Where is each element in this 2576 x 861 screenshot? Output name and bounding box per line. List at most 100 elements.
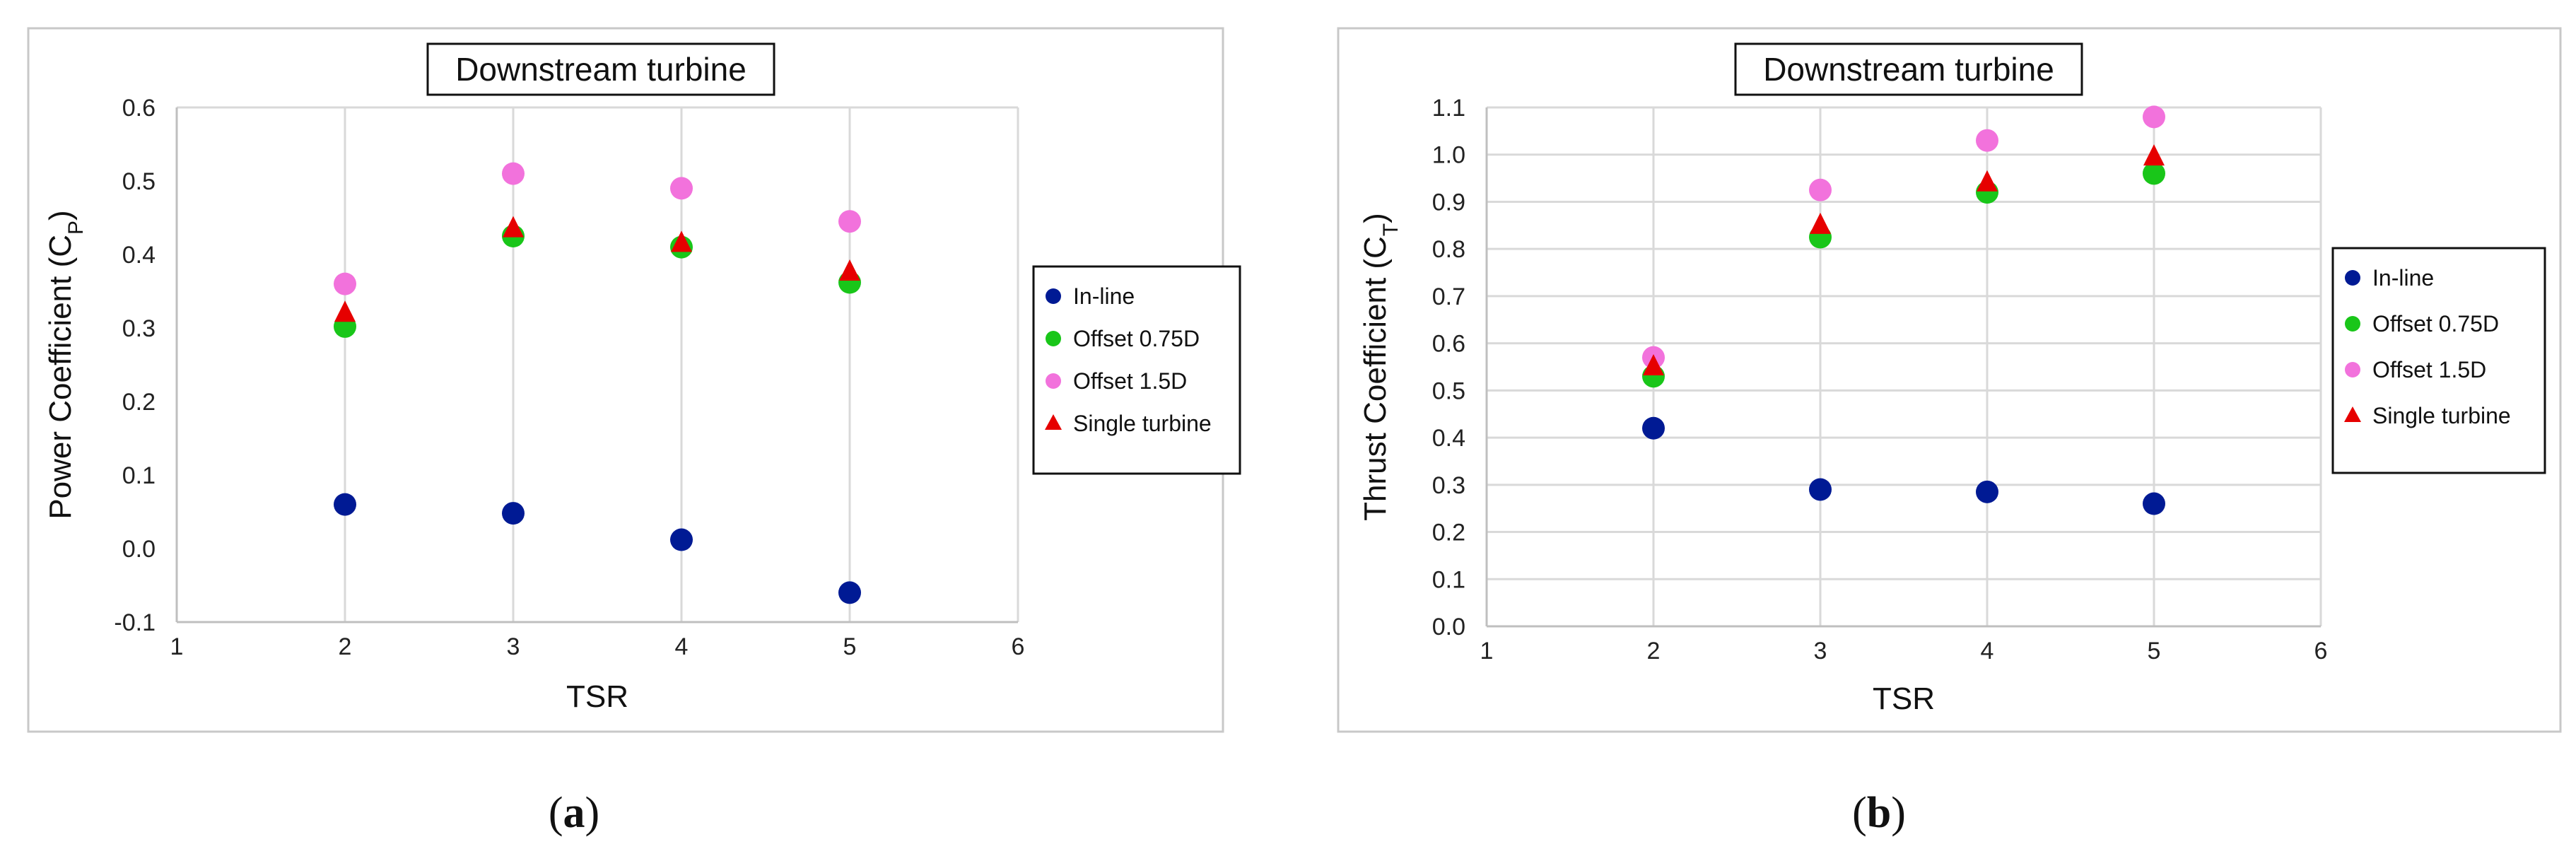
data-point-triangle xyxy=(671,230,692,252)
legend-label: Offset 1.5D xyxy=(1073,368,1187,394)
legend-marker-triangle xyxy=(2344,406,2361,422)
legend-box xyxy=(2331,247,2546,474)
x-tick-label: 3 xyxy=(507,633,520,660)
y-axis-label-text: Thrust Coefficient (C xyxy=(1358,236,1393,521)
y-tick-label: 0.0 xyxy=(122,536,156,563)
panel-caption-open: ( xyxy=(549,789,563,837)
x-tick-label: 5 xyxy=(843,633,857,660)
y-tick-label: 0.3 xyxy=(1432,472,1465,499)
panel-caption-close: ) xyxy=(1891,789,1906,837)
x-tick-label: 4 xyxy=(675,633,689,660)
series-single-turbine xyxy=(1643,144,2165,375)
data-point xyxy=(1809,478,1832,501)
data-point xyxy=(502,162,525,185)
legend-label: Single turbine xyxy=(2372,403,2511,428)
y-axis-label: Power Coefficient (CP) xyxy=(43,210,88,519)
legend-marker xyxy=(2345,316,2360,332)
series-offset-1-5d xyxy=(1642,105,2165,369)
y-tick-label: 0.2 xyxy=(122,389,156,416)
data-point xyxy=(2143,492,2165,515)
y-tick-label: 0.5 xyxy=(122,168,156,195)
legend: In-line Offset 0.75D Offset 1.5D Single tur… xyxy=(2331,247,2546,474)
legend-marker-triangle xyxy=(1045,414,1062,430)
y-axis-label-close: ) xyxy=(43,210,78,221)
panel-caption-open: ( xyxy=(1852,789,1867,837)
data-point-triangle xyxy=(1810,212,1831,234)
chart-frame xyxy=(27,27,1224,733)
data-point xyxy=(2143,162,2165,185)
data-point xyxy=(1976,480,1998,503)
panel-caption-close: ) xyxy=(585,789,600,837)
x-tick-label: 6 xyxy=(2314,638,2328,664)
y-tick-label: 0.5 xyxy=(1432,377,1465,404)
y-axis-label-subscript: T xyxy=(1379,223,1403,236)
data-point xyxy=(670,528,693,551)
data-point xyxy=(838,210,861,233)
data-point xyxy=(502,502,525,525)
data-point-triangle xyxy=(1977,170,1998,192)
chart-title-box xyxy=(426,42,775,96)
y-tick-label: 0.6 xyxy=(1432,331,1465,358)
x-tick-label: 2 xyxy=(339,633,352,660)
panel-caption-letter: b xyxy=(1867,789,1891,837)
data-point xyxy=(670,177,693,200)
data-point xyxy=(1976,129,1998,152)
data-point xyxy=(2143,105,2165,129)
x-tick-label: 1 xyxy=(170,633,184,660)
y-tick-label: 0.9 xyxy=(1432,189,1465,216)
legend-marker xyxy=(2345,270,2360,286)
y-tick-label: 0.8 xyxy=(1432,236,1465,263)
y-tick-label: 0.0 xyxy=(1432,614,1465,640)
legend-label: Single turbine xyxy=(1073,411,1212,436)
data-point-triangle xyxy=(2143,144,2165,166)
panel-caption-letter: a xyxy=(563,789,585,837)
x-tick-label: 2 xyxy=(1647,638,1661,664)
x-tick-label: 6 xyxy=(1012,633,1025,660)
data-point-triangle xyxy=(839,259,860,281)
y-tick-label: 0.3 xyxy=(122,315,156,342)
panel-caption: (b) xyxy=(1852,789,1906,837)
y-tick-label: -0.1 xyxy=(114,609,156,636)
x-tick-label: 1 xyxy=(1480,638,1494,664)
x-axis-label: TSR xyxy=(566,679,628,714)
chart-panel-a: 1 2 3 4 5 6 -0.1 0.0 0.1 0.2 0.3 0.4 0.5 0.6 TSR Power … xyxy=(27,27,1241,837)
legend: In-line Offset 0.75D Offset 1.5D Single tur… xyxy=(1032,265,1241,475)
x-tick-label: 3 xyxy=(1814,638,1827,664)
y-tick-label: 0.4 xyxy=(1432,425,1465,452)
data-point xyxy=(838,581,861,604)
chart-title: Downstream turbine xyxy=(1763,51,2054,88)
series-in-line xyxy=(1642,416,2165,515)
y-axis-label-subscript: P xyxy=(64,221,88,235)
y-tick-label: 1.0 xyxy=(1432,142,1465,169)
chart-title: Downstream turbine xyxy=(455,51,747,88)
y-tick-label: 0.1 xyxy=(122,462,156,489)
y-tick-label: 0.6 xyxy=(122,95,156,122)
legend-marker xyxy=(1046,373,1061,389)
y-axis-label-text: Power Coefficient (C xyxy=(43,235,78,520)
legend-marker xyxy=(1046,331,1061,346)
y-tick-label: 0.7 xyxy=(1432,283,1465,310)
data-point xyxy=(1809,178,1832,201)
legend-label: In-line xyxy=(1073,283,1135,309)
chart-panel-b: 1 2 3 4 5 6 0.0 0.1 0.2 0.3 0.4 0.5 0.6 0.7 0.8 0.9 1.0 1… xyxy=(1337,27,2562,837)
legend-label: Offset 0.75D xyxy=(2372,311,2499,336)
x-tick-label: 4 xyxy=(1981,638,1994,664)
data-point xyxy=(334,493,356,516)
x-axis-label: TSR xyxy=(1873,681,1935,716)
chart-title-box xyxy=(1734,42,2083,96)
legend-marker xyxy=(1046,288,1061,304)
y-tick-label: 0.2 xyxy=(1432,520,1465,546)
legend-label: In-line xyxy=(2372,265,2434,291)
legend-label: Offset 0.75D xyxy=(1073,326,1200,351)
series-in-line xyxy=(334,493,861,604)
legend-box xyxy=(1032,265,1241,475)
x-tick-label: 5 xyxy=(2148,638,2161,664)
data-point xyxy=(1642,416,1665,440)
series-single-turbine xyxy=(334,216,860,322)
data-point xyxy=(334,272,356,295)
data-point-triangle xyxy=(334,300,356,322)
panel-caption: (a) xyxy=(549,789,599,837)
y-axis-label-close: ) xyxy=(1358,213,1393,223)
data-point-triangle xyxy=(1643,354,1664,375)
